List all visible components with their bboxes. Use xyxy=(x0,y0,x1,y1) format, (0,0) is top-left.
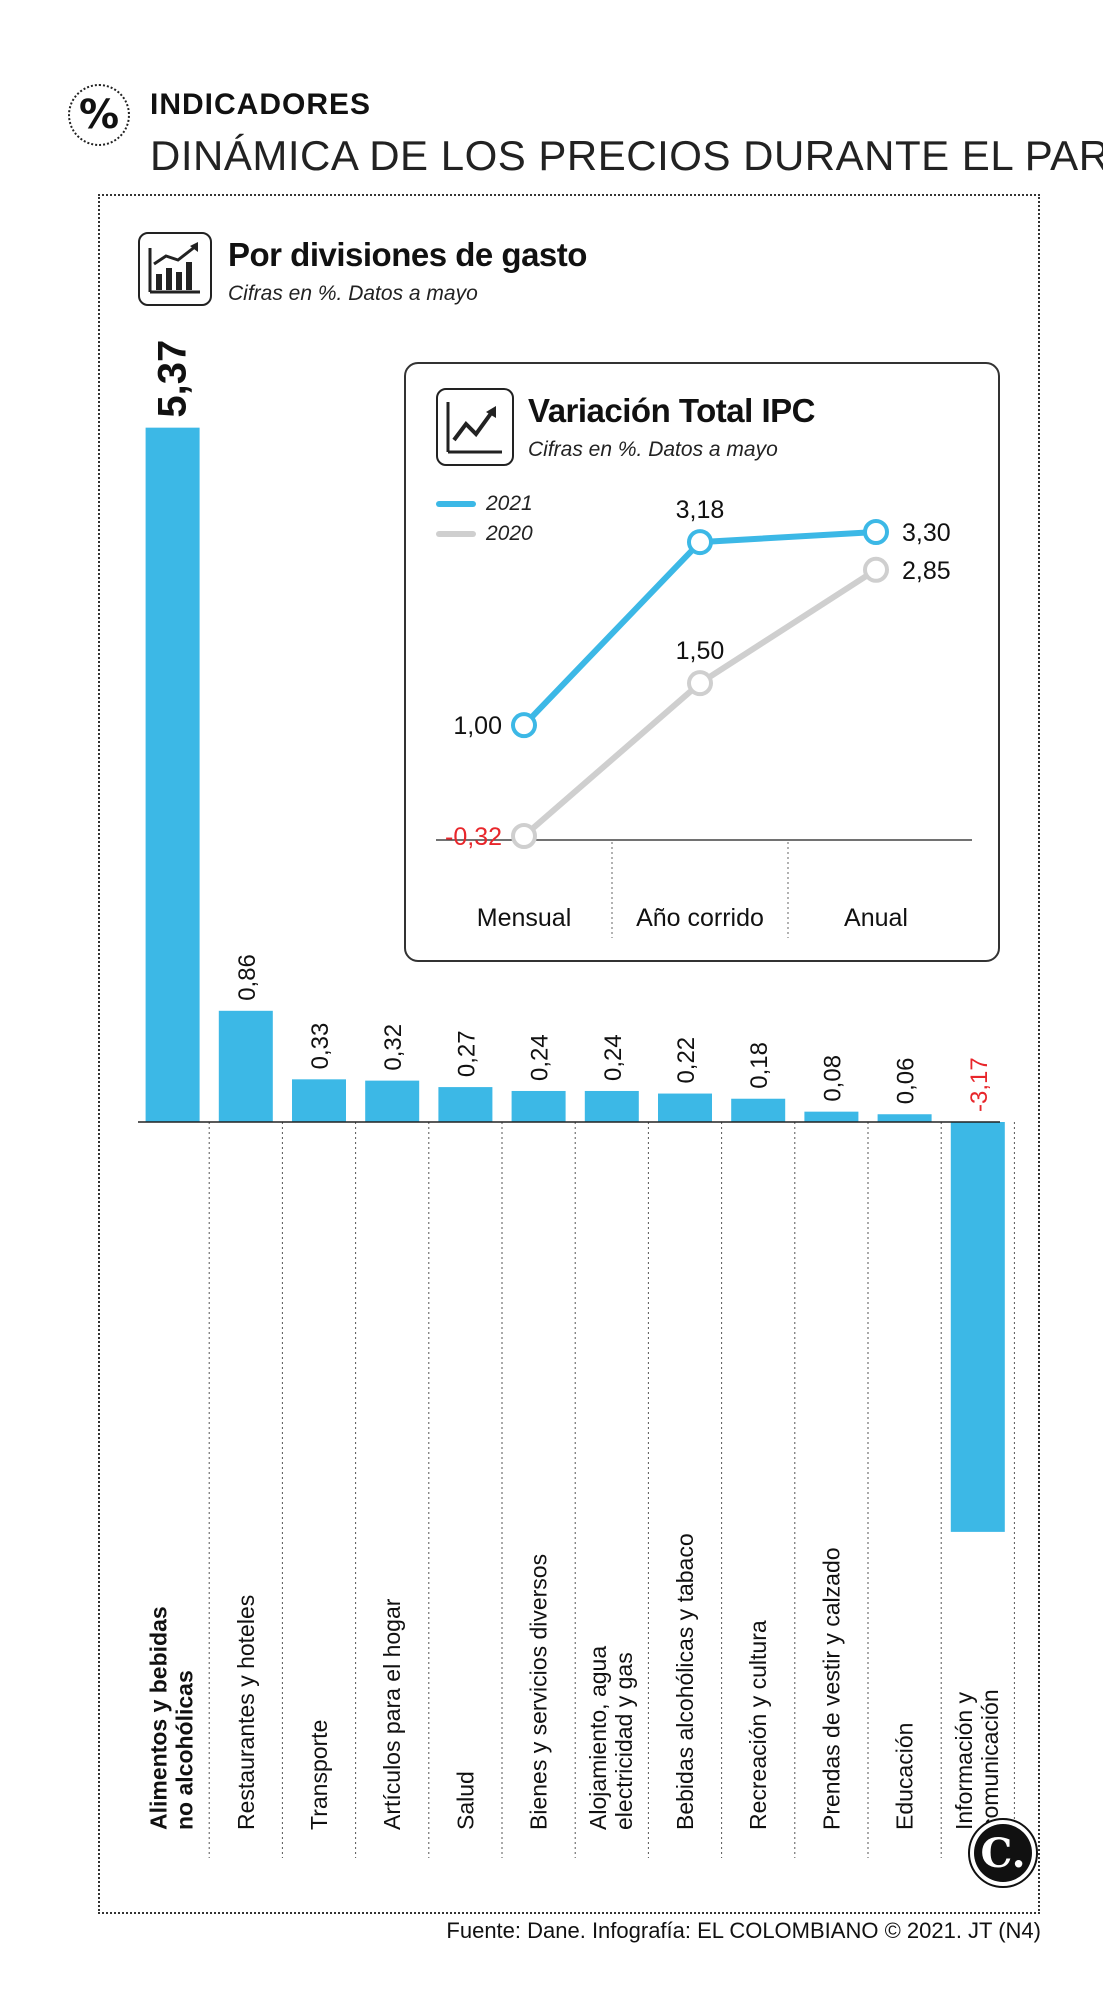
data-point xyxy=(687,529,713,556)
bar-value-label: 0,24 xyxy=(600,1034,627,1081)
category-label: Bienes y servicios diversos xyxy=(526,1554,552,1830)
data-label: 3,30 xyxy=(902,519,951,547)
legend-swatch xyxy=(436,531,476,537)
category-label: Bebidas alcohólicas y tabaco xyxy=(672,1533,698,1830)
logo-mark: C. xyxy=(974,1824,1032,1882)
logo: C. xyxy=(968,1818,1038,1888)
source-note: Fuente: Dane. Infografía: EL COLOMBIANO … xyxy=(446,1918,1041,1943)
data-label: 1,00 xyxy=(453,712,502,740)
line-chart-icon xyxy=(436,388,514,466)
category-label: Restaurantes y hoteles xyxy=(233,1595,259,1830)
percent-icon: % xyxy=(68,84,130,146)
section-title: Por divisiones de gasto xyxy=(228,236,587,273)
category-label: Salud xyxy=(452,1771,478,1830)
bar xyxy=(218,1010,273,1122)
legend-item-2020: 2020 xyxy=(436,522,533,546)
data-label: 1,50 xyxy=(676,637,725,665)
bar-value-label: 0,08 xyxy=(819,1055,846,1102)
legend-label: 2021 xyxy=(486,492,533,515)
data-point xyxy=(511,823,537,849)
legend-swatch xyxy=(436,501,476,507)
bar-value-label: 0,24 xyxy=(527,1034,554,1081)
x-tick-label: Año corrido xyxy=(636,904,764,932)
bar-value-label: 0,22 xyxy=(673,1037,700,1084)
category-label: Artículos para el hogar xyxy=(379,1598,405,1830)
page-title: DINÁMICA DE LOS PRECIOS DURANTE EL PARO xyxy=(150,132,1103,179)
bar xyxy=(658,1093,712,1122)
legend-label: 2020 xyxy=(486,522,533,545)
bar xyxy=(145,427,200,1122)
data-point xyxy=(863,519,889,545)
x-tick-label: Mensual xyxy=(477,904,572,932)
data-label: 3,18 xyxy=(676,496,725,524)
inset-title: Variación Total IPC xyxy=(528,392,815,429)
category-label: Prendas de vestir y calzado xyxy=(818,1547,844,1830)
data-point xyxy=(687,670,713,697)
bar-chart-icon xyxy=(138,232,212,306)
x-tick-label: Anual xyxy=(844,904,908,932)
bar xyxy=(584,1090,639,1122)
data-point xyxy=(863,556,889,583)
bar xyxy=(438,1087,493,1122)
category-label: Recreación y cultura xyxy=(745,1620,771,1830)
inset-panel: Variación Total IPC Cifras en %. Datos a… xyxy=(404,362,1000,962)
bar-value-label: 5,37 xyxy=(151,340,195,418)
data-point xyxy=(511,712,537,739)
bar xyxy=(804,1111,859,1122)
category-label: Alimentos y bebidasno alcohólicas xyxy=(146,1606,198,1830)
bar xyxy=(292,1079,346,1122)
bar-value-label: 0,86 xyxy=(234,954,261,1001)
bar-value-label: 0,18 xyxy=(746,1042,773,1089)
series-line-2021 xyxy=(521,529,877,728)
category-label: Información ycomunicación xyxy=(951,1689,1003,1830)
inset-subtitle: Cifras en %. Datos a mayo xyxy=(528,438,778,461)
series-line-2020 xyxy=(522,567,878,839)
chart-frame xyxy=(98,194,1040,1914)
bar-value-label: 0,32 xyxy=(380,1024,407,1071)
category-label: Transporte xyxy=(306,1720,332,1830)
category-label: Educación xyxy=(892,1723,918,1830)
legend-item-2021: 2021 xyxy=(436,492,533,516)
line-chart: Mensual Año corrido Anual -0,32 1,50 2,85 1,00… xyxy=(436,496,972,938)
bar xyxy=(511,1090,566,1122)
kicker-label: INDICADORES xyxy=(150,88,372,121)
bar-value-label: 0,06 xyxy=(893,1058,920,1105)
data-label: -0,32 xyxy=(445,823,502,851)
category-label: Alojamiento, aguaelectricidad y gas xyxy=(585,1646,637,1830)
bar xyxy=(950,1122,1005,1532)
bar xyxy=(731,1098,786,1122)
bar-value-label: 0,33 xyxy=(307,1023,334,1070)
bar xyxy=(877,1114,932,1122)
data-label: 2,85 xyxy=(902,557,951,585)
bar xyxy=(365,1080,420,1122)
section-subtitle: Cifras en %. Datos a mayo xyxy=(228,282,478,305)
bar-value-label: -3,17 xyxy=(966,1057,993,1112)
bar-value-label: 0,27 xyxy=(453,1030,480,1077)
